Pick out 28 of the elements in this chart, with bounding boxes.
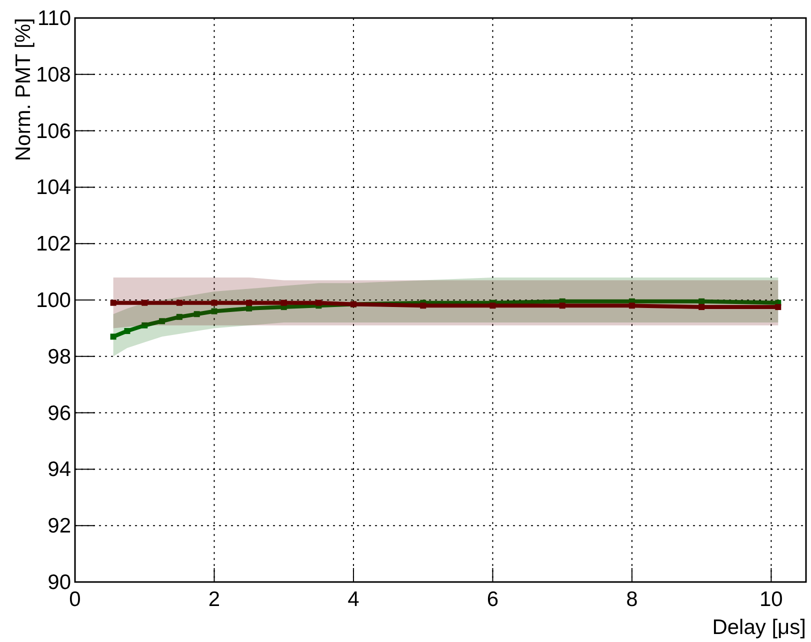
point	[159, 318, 166, 324]
point	[124, 328, 130, 334]
y-tick-label: 102	[36, 232, 71, 256]
y-tick-label: 92	[48, 514, 71, 538]
y-tick-label: 100	[36, 289, 71, 312]
point	[110, 300, 116, 306]
point	[176, 314, 182, 320]
x-tick-label: 2	[208, 588, 220, 611]
point	[775, 304, 782, 310]
x-tick-label: 8	[626, 588, 638, 611]
x-axis-title: Delay [μs]	[712, 616, 806, 639]
y-tick-label: 90	[48, 571, 71, 594]
y-tick-label: 104	[36, 176, 72, 200]
y-tick-label: 98	[48, 345, 71, 368]
y-axis-title: Norm. PMT [%]	[12, 18, 35, 162]
x-tick-label: 10	[760, 588, 783, 611]
y-tick-label: 110	[38, 7, 71, 30]
x-tick-label: 6	[486, 588, 499, 611]
y-tick-label: 94	[48, 458, 72, 482]
y-tick-label: 108	[36, 63, 71, 86]
point	[142, 322, 148, 328]
point	[194, 311, 200, 318]
point	[110, 334, 116, 340]
y-tick-label: 96	[48, 402, 71, 425]
x-tick-label: 4	[348, 588, 360, 611]
y-tick-label: 106	[36, 120, 71, 143]
x-tick-label: 0	[69, 588, 81, 611]
point	[211, 308, 218, 314]
